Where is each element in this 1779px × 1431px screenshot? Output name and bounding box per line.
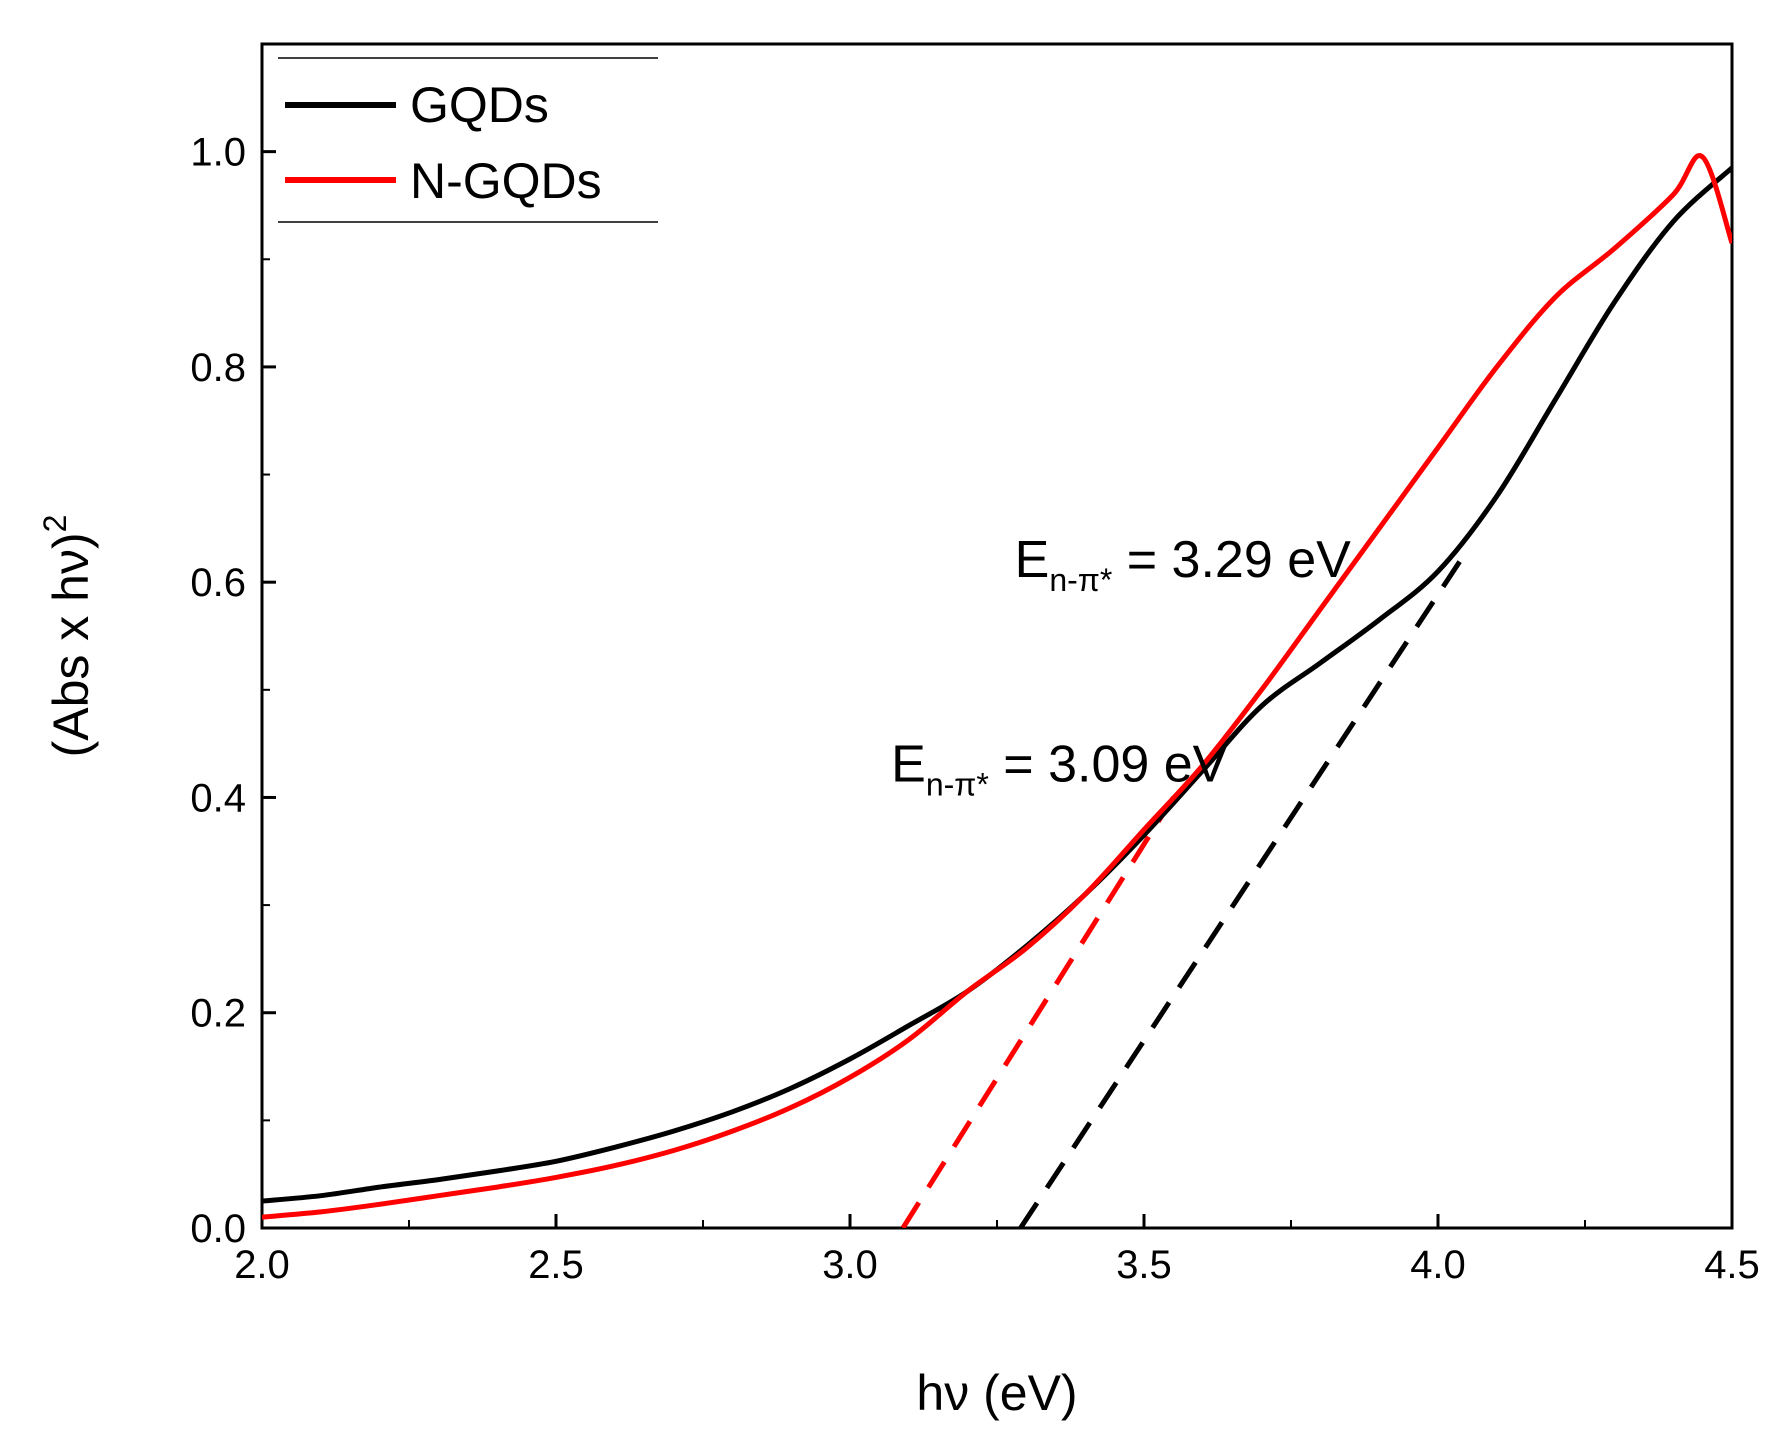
annotation-subscript: n-π* bbox=[926, 766, 989, 802]
y-tick-label: 0.2 bbox=[190, 992, 246, 1036]
fit-lines bbox=[900, 548, 1470, 1228]
annotation-value: = 3.09 eV bbox=[989, 735, 1228, 793]
legend-label-gqds: GQDs bbox=[410, 77, 549, 133]
x-tick-label: 2.0 bbox=[234, 1243, 290, 1287]
gap-annotation: En-π* = 3.29 eV bbox=[1015, 531, 1352, 598]
x-tick-label: 3.0 bbox=[822, 1243, 878, 1287]
x-tick-label: 4.0 bbox=[1410, 1243, 1466, 1287]
legend: GQDs N-GQDs bbox=[278, 57, 658, 223]
legend-label-n-gqds: N-GQDs bbox=[410, 153, 602, 209]
annotation-subscript: n-π* bbox=[1049, 562, 1112, 598]
y-tick-label: 0.0 bbox=[190, 1207, 246, 1251]
y-tick-label: 0.6 bbox=[190, 561, 246, 605]
y-axis-title-main: (Abs x hν) bbox=[43, 532, 99, 757]
minor-ticks bbox=[262, 258, 1586, 1228]
series-line-n-gqds bbox=[262, 153, 1732, 1220]
y-tick-label: 0.4 bbox=[190, 776, 246, 820]
x-axis-title: hν (eV) bbox=[916, 1365, 1077, 1421]
y-axis-title: (Abs x hν)2 bbox=[37, 515, 99, 758]
series-line-gqds bbox=[262, 165, 1732, 1204]
y-tick-label: 1.0 bbox=[190, 131, 246, 175]
fit-line-gqds bbox=[1018, 548, 1470, 1228]
y-axis-title-superscript: 2 bbox=[37, 515, 73, 533]
x-axis-ticks: 2.0 2.5 3.0 3.5 4.0 4.5 bbox=[234, 1214, 1760, 1287]
annotation-symbol: E bbox=[1015, 531, 1050, 589]
gap-annotation: En-π* = 3.09 eV bbox=[891, 735, 1228, 802]
annotation-symbol: E bbox=[891, 735, 926, 793]
x-tick-label: 3.5 bbox=[1116, 1243, 1172, 1287]
x-tick-label: 4.5 bbox=[1704, 1243, 1760, 1287]
fit-line-n-gqds bbox=[900, 796, 1176, 1228]
y-tick-label: 0.8 bbox=[190, 346, 246, 390]
y-axis-ticks: 0.0 0.2 0.4 0.6 0.8 1.0 bbox=[190, 131, 276, 1251]
series-lines bbox=[262, 153, 1732, 1220]
annotation-value: = 3.29 eV bbox=[1112, 531, 1351, 589]
x-tick-label: 2.5 bbox=[528, 1243, 584, 1287]
